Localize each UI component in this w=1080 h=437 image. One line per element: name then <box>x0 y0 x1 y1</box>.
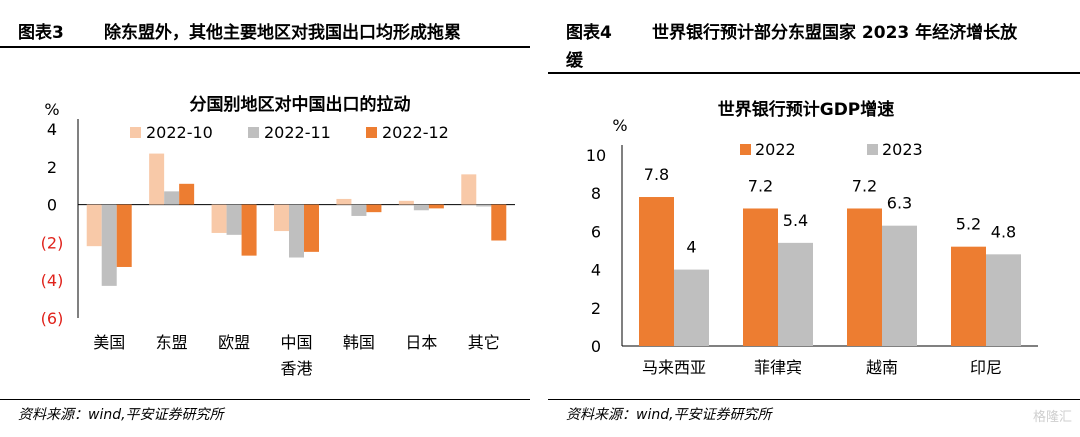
bar-2022-11-其它 <box>476 204 492 207</box>
y-tick-label: 6 <box>591 222 601 241</box>
bar-2022-菲律宾 <box>743 208 778 346</box>
bar-2022-11-欧盟 <box>226 204 242 235</box>
x-category-label: 香港 <box>280 359 312 378</box>
bar-2022-10-中国香港 <box>274 204 289 232</box>
bar-2022-11-韩国 <box>351 204 367 216</box>
figure-title: 世界银行预计部分东盟国家 2023 年经济增长放 <box>652 23 1018 43</box>
data-label: 4 <box>686 238 696 257</box>
footer-divider <box>548 399 1080 400</box>
bar-2022-12-中国香港 <box>304 204 319 252</box>
bar-2023-菲律宾 <box>778 242 813 346</box>
x-category-label: 印尼 <box>970 358 1002 377</box>
bar-2022-12-美国 <box>116 204 132 267</box>
bar-2023-越南 <box>882 225 917 346</box>
y-tick-label: 10 <box>586 146 606 165</box>
data-label: 6.3 <box>887 194 912 213</box>
data-label: 5.4 <box>783 211 808 230</box>
y-axis-unit: % <box>612 116 627 135</box>
x-category-label: 马来西亚 <box>642 358 706 377</box>
x-category-label: 菲律宾 <box>754 358 802 377</box>
data-label: 7.2 <box>852 176 877 195</box>
chart-title: 分国别地区对中国出口的拉动 <box>190 94 411 115</box>
chart-panel-left: 图表3 除东盟外，其他主要地区对我国出口均形成拖累 分国别地区对中国出口的拉动%… <box>0 0 530 437</box>
y-tick-label: 4 <box>47 120 57 139</box>
bar-2022-12-东盟 <box>179 183 195 205</box>
bar-2022-12-其它 <box>491 204 507 241</box>
bar-2022-11-中国香港 <box>289 204 304 258</box>
legend-label-2022-10: 2022-10 <box>146 123 213 142</box>
chart-title: 世界银行预计GDP增速 <box>718 99 895 120</box>
data-label: 5.2 <box>956 215 981 234</box>
y-axis-unit: % <box>44 100 59 119</box>
legend-label-2022-12: 2022-12 <box>382 123 449 142</box>
bar-2022-10-美国 <box>86 204 102 247</box>
data-label: 4.8 <box>991 222 1016 241</box>
bar-2022-越南 <box>847 208 882 346</box>
bar-2022-10-其它 <box>461 174 477 205</box>
bar-2022-11-东盟 <box>164 191 180 205</box>
figure-number: 图表4 <box>566 23 612 43</box>
bar-2022-印尼 <box>951 246 986 346</box>
legend-label-2023: 2023 <box>882 140 923 159</box>
y-tick-label: 2 <box>591 299 601 318</box>
legend-swatch-2022-11 <box>248 127 259 138</box>
source-note: 资料来源：wind,平安证券研究所 <box>566 407 772 423</box>
data-label: 7.8 <box>644 165 669 184</box>
y-tick-label: (4) <box>41 271 64 290</box>
bar-2022-12-韩国 <box>366 204 382 213</box>
y-tick-label: 4 <box>591 261 601 280</box>
y-tick-label: 0 <box>47 196 57 215</box>
y-tick-label: (6) <box>41 309 64 328</box>
chart-right: 世界银行预计GDP增速% 0 2 4 6 8 10 7.8 7.2 7.2 5.2 2022 4 5.4 6… <box>586 99 1038 377</box>
bar-2022-10-韩国 <box>336 198 352 205</box>
bar-2022-11-日本 <box>413 204 429 211</box>
figure-header: 图表4 世界银行预计部分东盟国家 2023 年经济增长放 缓 <box>548 0 1080 74</box>
source-note: 资料来源：wind,平安证券研究所 <box>18 407 224 423</box>
bar-2022-10-欧盟 <box>211 204 227 233</box>
x-category-label: 欧盟 <box>218 333 250 352</box>
chart-panel-right: 图表4 世界银行预计部分东盟国家 2023 年经济增长放 缓 世界银行预计GDP… <box>548 0 1080 437</box>
legend-swatch-2022-10 <box>130 127 141 138</box>
x-category-label: 其它 <box>468 333 500 352</box>
bar-2022-11-美国 <box>101 204 117 286</box>
data-label: 7.2 <box>748 176 773 195</box>
x-category-label: 越南 <box>866 358 898 377</box>
legend-swatch-2022 <box>740 144 751 155</box>
figure-header: 图表3 除东盟外，其他主要地区对我国出口均形成拖累 <box>0 0 530 48</box>
footer-divider <box>0 399 530 400</box>
y-tick-label: (2) <box>41 233 64 252</box>
figure-title: 除东盟外，其他主要地区对我国出口均形成拖累 <box>104 23 461 43</box>
legend-swatch-2022-12 <box>366 127 377 138</box>
x-category-label: 韩国 <box>343 333 375 352</box>
chart-left: 分国别地区对中国出口的拉动%4 2 0 (2) (4) (6) 2022-10 2022-11… <box>41 94 515 378</box>
bar-2022-10-日本 <box>398 200 414 205</box>
watermark-logo: 格隆汇 <box>1032 410 1072 425</box>
figure-title-continued: 缓 <box>566 51 583 71</box>
figure-number: 图表3 <box>18 23 64 43</box>
x-category-label: 美国 <box>93 333 125 352</box>
bar-2023-印尼 <box>986 254 1021 346</box>
bar-2022-10-东盟 <box>149 153 165 205</box>
x-category-label: 日本 <box>405 333 437 352</box>
legend-swatch-2023 <box>867 144 878 155</box>
y-tick-label: 8 <box>591 184 601 203</box>
y-tick-label: 2 <box>47 158 57 177</box>
bar-2022-马来西亚 <box>639 197 674 346</box>
x-category-label: 中国 <box>280 333 312 352</box>
y-tick-label: 0 <box>591 337 601 356</box>
legend-label-2022: 2022 <box>755 140 796 159</box>
bar-2022-12-欧盟 <box>241 204 257 256</box>
bar-2023-马来西亚 <box>674 269 709 346</box>
legend-label-2022-11: 2022-11 <box>264 123 331 142</box>
x-category-label: 东盟 <box>156 333 188 352</box>
bar-2022-12-日本 <box>428 204 444 209</box>
